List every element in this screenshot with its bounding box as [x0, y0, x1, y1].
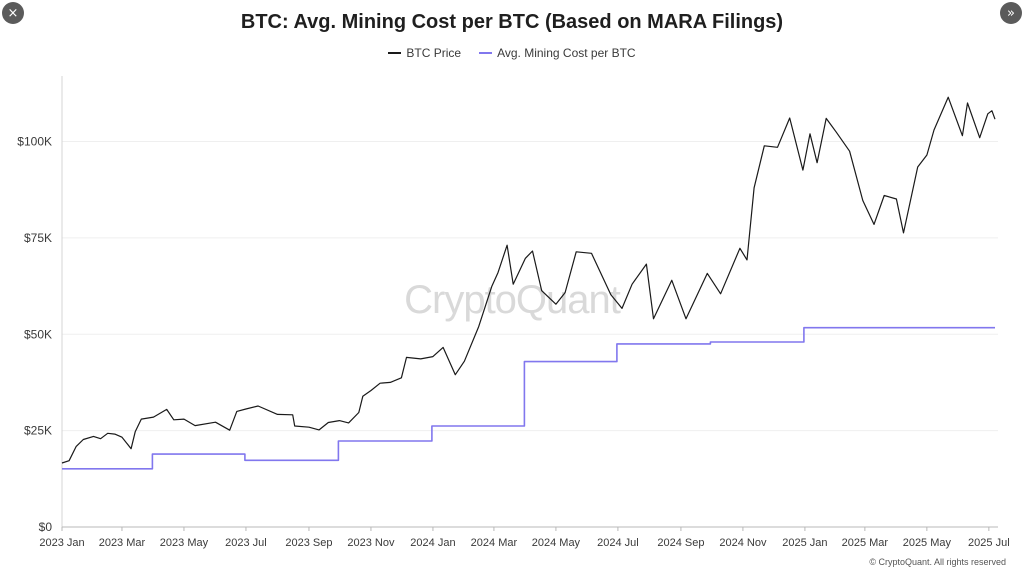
y-tick-label: $50K [24, 327, 52, 341]
x-tick-label: 2025 Jul [968, 537, 1010, 549]
x-tick-label: 2023 Nov [347, 537, 395, 549]
y-tick-label: $75K [24, 231, 52, 245]
x-tick-label: 2025 May [903, 537, 952, 549]
x-tick-label: 2025 Jan [782, 537, 827, 549]
x-tick-label: 2024 Sep [657, 537, 704, 549]
x-tick-label: 2024 Mar [471, 537, 518, 549]
next-icon[interactable]: » [1000, 2, 1022, 24]
x-tick-label: 2024 Jan [410, 537, 455, 549]
legend-swatch-mining-cost [479, 52, 493, 54]
y-tick-label: $25K [24, 424, 52, 438]
legend-item-btc-price[interactable]: BTC Price [388, 46, 461, 60]
x-tick-label: 2024 May [532, 537, 581, 549]
y-tick-label: $100K [17, 135, 52, 149]
x-tick-label: 2023 Jul [225, 537, 267, 549]
legend-label-mining-cost: Avg. Mining Cost per BTC [497, 46, 636, 60]
series-line-btc-price [61, 96, 996, 464]
y-tick-label: $0 [39, 520, 53, 534]
chart-title: BTC: Avg. Mining Cost per BTC (Based on … [240, 11, 784, 33]
x-tick-label: 2024 Nov [719, 537, 767, 549]
watermark-logo: CryptoQuant [404, 278, 621, 322]
close-icon[interactable]: × [2, 2, 24, 24]
chart-legend: BTC Price Avg. Mining Cost per BTC [0, 46, 1024, 60]
series-line-mining-cost [62, 326, 995, 470]
legend-label-btc-price: BTC Price [406, 46, 462, 60]
legend-item-mining-cost[interactable]: Avg. Mining Cost per BTC [479, 46, 636, 60]
x-tick-label: 2023 May [160, 537, 209, 549]
x-tick-label: 2023 Mar [99, 537, 146, 549]
x-tick-label: 2023 Sep [285, 537, 332, 549]
legend-swatch-btc-price [388, 52, 402, 54]
x-tick-label: 2025 Mar [842, 537, 889, 549]
x-tick-label: 2023 Jan [39, 537, 84, 549]
x-tick-label: 2024 Jul [597, 537, 639, 549]
copyright-text: © CryptoQuant. All rights reserved [869, 557, 1006, 567]
